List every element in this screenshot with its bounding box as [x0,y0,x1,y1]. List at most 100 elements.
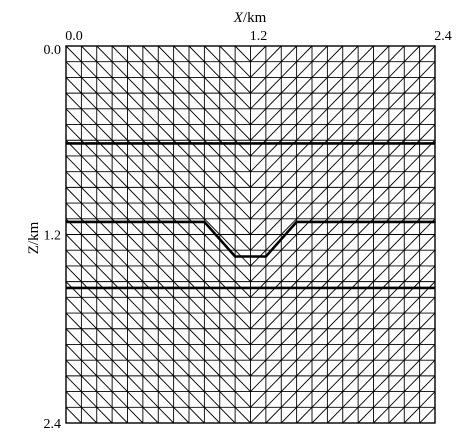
mesh-diagonal-line [373,92,390,110]
mesh-diagonal-line [419,265,436,282]
z-tick-label: 1.2 [44,229,62,244]
mesh-diagonal-line [204,406,221,424]
mesh-diagonal-line [250,359,267,377]
mesh-diagonal-line [111,344,128,361]
mesh-diagonal-line [96,155,113,172]
mesh-diagonal-line [342,202,359,220]
mesh-diagonal-line [342,312,359,330]
mesh-diagonal-line [250,391,267,408]
mesh-diagonal-line [388,77,405,94]
mesh-diagonal-line [419,359,436,377]
mesh-diagonal-line [388,406,405,424]
mesh-diagonal-line [188,234,205,251]
mesh-diagonal-line [142,359,159,377]
mesh-diagonal-line [81,265,98,282]
mesh-diagonal-line [327,155,344,172]
mesh-diagonal-line [234,265,251,282]
mesh-diagonal-line [373,391,390,408]
mesh-diagonal-line [311,281,328,298]
mesh-diagonal-line [157,249,174,267]
mesh-diagonal-line [373,375,390,392]
mesh-diagonal-line [96,45,113,63]
mesh-diagonal-line [280,234,297,251]
mesh-diagonal-line [373,249,390,267]
mesh-diagonal-line [373,45,390,63]
mesh-diagonal-line [265,155,282,172]
mesh-diagonal-line [65,297,82,314]
mesh-diagonal-line [296,391,313,408]
mesh-diagonal-line [65,77,82,94]
mesh-diagonal-line [127,187,144,204]
mesh-diagonal-line [157,124,174,141]
mesh-diagonal-line [142,406,159,424]
mesh-diagonal-line [265,234,282,251]
mesh-diagonal-line [357,77,374,94]
mesh-diagonal-line [250,406,267,424]
mesh-diagonal-line [81,391,98,408]
mesh-diagonal-line [311,375,328,392]
mesh-diagonal-line [311,234,328,251]
mesh-diagonal-line [311,171,328,188]
mesh-diagonal-line [142,312,159,330]
mesh-diagonal-line [96,312,113,330]
mesh-diagonal-line [311,45,328,63]
mesh-diagonal-line [234,375,251,392]
mesh-diagonal-line [127,406,144,424]
mesh-diagonal-line [96,108,113,125]
mesh-diagonal-line [388,171,405,188]
mesh-diagonal-line [157,234,174,251]
mesh-diagonal-line [250,312,267,330]
mesh-diagonal-line [373,406,390,424]
mesh-diagonal-line [342,92,359,110]
mesh-diagonal-line [111,234,128,251]
mesh-diagonal-line [388,45,405,63]
mesh-diagonal-line [342,265,359,282]
mesh-diagonal-line [419,234,436,251]
mesh-diagonal-line [111,45,128,63]
mesh-diagonal-line [250,155,267,172]
mesh-diagonal-line [219,249,236,267]
mesh-diagonal-line [234,391,251,408]
mesh-diagonal-line [265,187,282,204]
mesh-diagonal-line [373,344,390,361]
mesh-diagonal-line [142,124,159,141]
mesh-diagonal-line [219,61,236,78]
mesh-diagonal-line [204,108,221,125]
interface-2 [66,220,435,258]
mesh-diagonal-line [357,45,374,63]
mesh-diagonal-line [357,281,374,298]
mesh-diagonal-line [65,202,82,220]
mesh-diagonal-line [311,328,328,345]
mesh-diagonal-line [296,61,313,78]
mesh-diagonal-line [204,77,221,94]
mesh-diagonal-line [280,249,297,267]
mesh-diagonal-line [173,171,190,188]
mesh-diagonal-line [204,92,221,110]
mesh-diagonal-line [280,108,297,125]
mesh-diagonal-line [403,61,420,78]
mesh-diagonal-line [188,297,205,314]
mesh-diagonal-line [419,375,436,392]
mesh-diagonal-line [173,92,190,110]
mesh-diagonal-line [127,265,144,282]
mesh-diagonal-line [311,391,328,408]
mesh-diagonal-line [127,297,144,314]
mesh-diagonal-line [142,249,159,267]
mesh-diagonal-line [327,344,344,361]
mesh-diagonal-line [234,187,251,204]
mesh-diagonal-line [403,328,420,345]
mesh-diagonal-line [234,297,251,314]
mesh-diagonal-line [419,281,436,298]
mesh-diagonal-line [219,45,236,63]
mesh-diagonal-line [219,234,236,251]
mesh-diagonal-line [419,297,436,314]
x-axis-title-var: X [233,10,244,26]
mesh-diagonal-line [357,328,374,345]
mesh-diagonal-line [280,155,297,172]
mesh-diagonal-line [157,171,174,188]
mesh-diagonal-line [111,108,128,125]
mesh-diagonal-line [419,406,436,424]
mesh-diagonal-line [127,328,144,345]
mesh-diagonal-line [188,391,205,408]
